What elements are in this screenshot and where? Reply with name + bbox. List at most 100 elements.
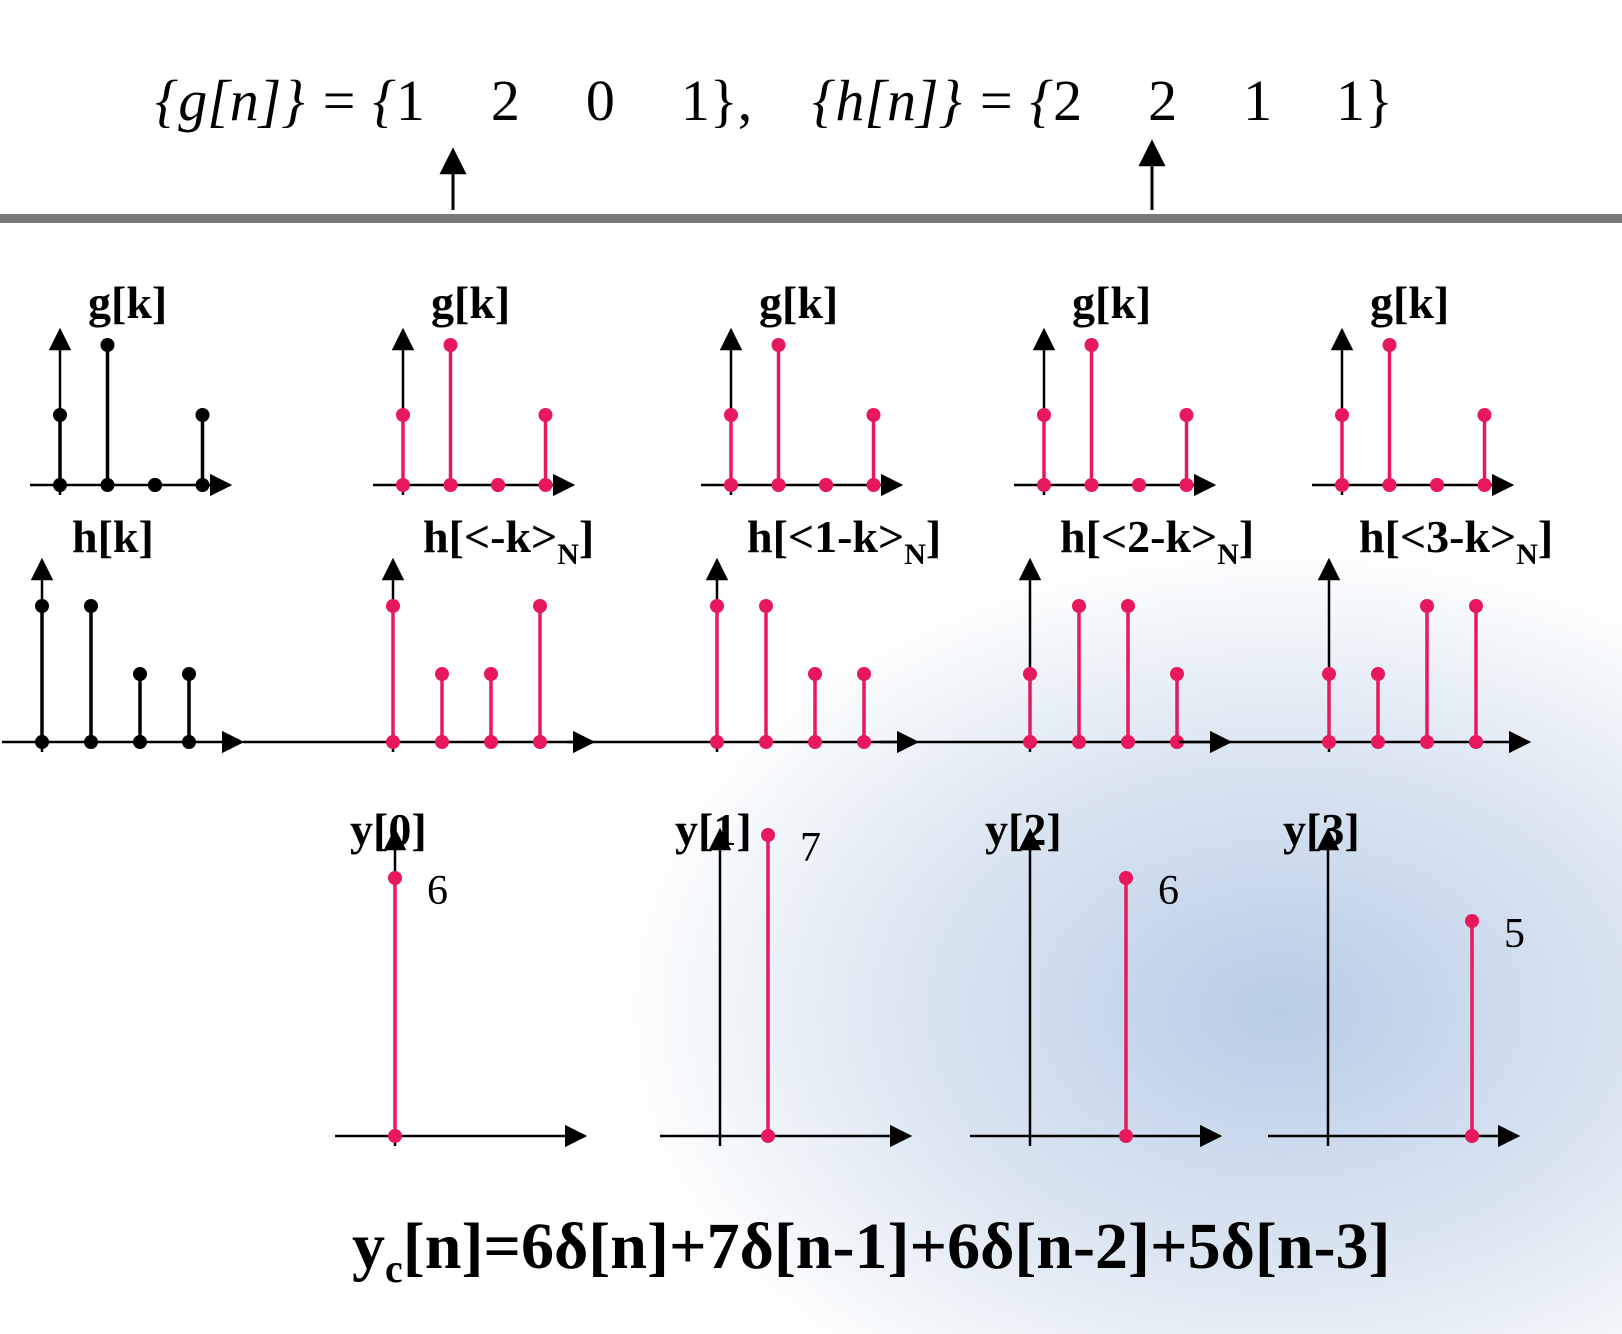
title-text: h[k] <box>72 511 154 562</box>
stem-base <box>1037 478 1051 492</box>
stem-base <box>724 478 738 492</box>
sequence-value: 1 <box>1336 68 1365 133</box>
stem-base <box>1465 1129 1479 1143</box>
stem-head <box>1132 478 1146 492</box>
stem-head <box>195 408 210 422</box>
title-text: y[1] <box>675 804 752 855</box>
stem-head <box>710 599 724 613</box>
stem-base <box>1121 735 1135 749</box>
stem-head <box>1430 478 1444 492</box>
stem-head <box>1119 871 1133 885</box>
stem-base <box>35 735 49 749</box>
plots: g[k] g[k] g[k] g[k] g[k]h[k] h[<-k>N] h[<1-k>N… <box>2 277 1553 1148</box>
stem-head <box>35 599 49 613</box>
stem-base <box>771 478 786 492</box>
title-subscript: N <box>1516 538 1538 571</box>
stem-head <box>1465 914 1479 928</box>
title-text: y[2] <box>985 804 1062 855</box>
stem-head <box>435 667 449 681</box>
stem-head <box>808 667 822 681</box>
stem-head <box>1322 667 1336 681</box>
stem-head <box>53 408 67 422</box>
stem-head <box>1084 338 1099 352</box>
formula-lhs: {g[n]} = { <box>155 68 396 133</box>
result-rest: [n]=6δ[n]+7δ[n-1]+6δ[n-2]+5δ[n-3] <box>403 1210 1391 1283</box>
plot-title: g[k] <box>1370 277 1449 328</box>
stem-base <box>538 478 553 492</box>
plot-title: h[k] <box>72 511 154 562</box>
stem-head <box>396 408 410 422</box>
stem-head <box>100 338 115 352</box>
stem-base <box>761 1129 775 1143</box>
stem-head <box>1420 599 1434 613</box>
title-text: h[<2-k> <box>1060 511 1217 562</box>
stem-head <box>1382 338 1397 352</box>
plot-title: g[k] <box>1072 277 1151 328</box>
stem-base <box>1382 478 1397 492</box>
title-text: h[<3-k> <box>1359 511 1516 562</box>
stem-head <box>1335 408 1349 422</box>
stem-head <box>386 599 400 613</box>
stem-head <box>1371 667 1385 681</box>
stem-head <box>724 408 738 422</box>
stem-base <box>195 478 210 492</box>
stem-head <box>1179 408 1194 422</box>
stem-base <box>1072 735 1086 749</box>
title-text: h[<1-k> <box>747 511 904 562</box>
title-text: g[k] <box>88 277 167 328</box>
stem-base <box>1477 478 1492 492</box>
stem-head <box>819 478 833 492</box>
stem-head <box>84 599 98 613</box>
stem-head <box>148 478 162 492</box>
stem-head <box>388 871 402 885</box>
plot-title: h[<-k>N] <box>423 511 594 571</box>
formula-lhs: {h[n]} = { <box>812 68 1053 133</box>
title-close: ] <box>579 511 594 562</box>
result-formula: yc[n]=6δ[n]+7δ[n-1]+6δ[n-2]+5δ[n-3] <box>352 1210 1390 1291</box>
stem-head <box>491 478 505 492</box>
stem-head <box>1477 408 1492 422</box>
stem-head <box>1037 408 1051 422</box>
formula-close: }, <box>710 68 752 133</box>
stem-head <box>857 667 871 681</box>
stem-base <box>1420 735 1434 749</box>
stem-base <box>1023 735 1037 749</box>
stem-base <box>484 735 498 749</box>
stem-base <box>808 735 822 749</box>
stem-base <box>1119 1129 1133 1143</box>
title-close: ] <box>926 511 941 562</box>
stem-head <box>761 828 775 842</box>
stem-head <box>1469 599 1483 613</box>
stem-base <box>857 735 871 749</box>
plot-title: h[<1-k>N] <box>747 511 941 571</box>
stem-base <box>1371 735 1385 749</box>
title-text: g[k] <box>431 277 510 328</box>
title-text: g[k] <box>759 277 838 328</box>
sequence-value: 1 <box>681 68 710 133</box>
value-label: 7 <box>800 825 821 871</box>
stem-base <box>388 1129 402 1143</box>
title-text: g[k] <box>1072 277 1151 328</box>
stem-head <box>1072 599 1086 613</box>
title-subscript: N <box>904 538 926 571</box>
stem-base <box>182 735 196 749</box>
sequence-value: 2 <box>1148 68 1177 133</box>
plot-title: y[0] <box>350 804 427 855</box>
plot-title: g[k] <box>431 277 510 328</box>
sequence-value: 2 <box>491 68 520 133</box>
stem-head <box>533 599 547 613</box>
result-subscript: c <box>385 1246 403 1291</box>
plot-title: h[<2-k>N] <box>1060 511 1254 571</box>
stem-base <box>100 478 115 492</box>
stem-base <box>1084 478 1099 492</box>
stem-base <box>1322 735 1336 749</box>
plot-title: g[k] <box>759 277 838 328</box>
stem-base <box>1469 735 1483 749</box>
stem-head <box>866 408 881 422</box>
sequence-value: 1 <box>396 68 425 133</box>
value-label: 6 <box>427 868 448 914</box>
value-label: 5 <box>1504 911 1525 957</box>
map-background <box>400 480 1622 1334</box>
stem-head <box>133 667 147 681</box>
title-close: ] <box>1538 511 1553 562</box>
